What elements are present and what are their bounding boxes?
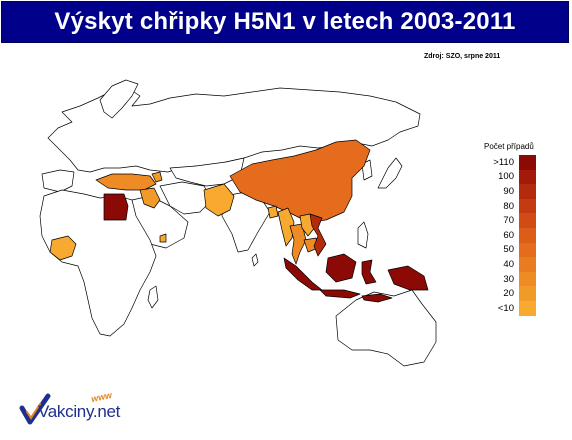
region-djibouti xyxy=(159,233,167,243)
legend-row: 70 xyxy=(480,213,560,228)
legend-label: 50 xyxy=(503,244,514,256)
source-note: Zdroj: SZO, srpne 2011 xyxy=(424,53,501,60)
japan xyxy=(377,157,403,189)
legend-swatch xyxy=(519,300,536,316)
legend: Počet případů >110 100 90 80 70 60 50 40 30 20 <10 xyxy=(480,142,560,316)
checkmark-logo-icon xyxy=(19,393,51,425)
legend-swatch xyxy=(519,286,536,301)
legend-label: 40 xyxy=(503,258,514,270)
logo-text: Vakciny.net xyxy=(38,402,121,421)
region-pakistan xyxy=(203,183,235,217)
philippines xyxy=(357,221,369,249)
legend-label: 20 xyxy=(503,288,514,300)
region-nigeria xyxy=(49,235,77,261)
legend-row: 90 xyxy=(480,184,560,199)
region-bangladesh xyxy=(267,205,279,219)
legend-swatch xyxy=(519,155,536,170)
region-china xyxy=(229,139,371,223)
legend-row: 100 xyxy=(480,169,560,185)
australia xyxy=(335,289,437,367)
region-indonesia-sulawesi xyxy=(361,259,377,285)
legend-swatch xyxy=(519,213,536,228)
page-title: Výskyt chřipky H5N1 v letech 2003-2011 xyxy=(54,8,516,35)
legend-row: >110 xyxy=(480,155,560,170)
legend-row: 80 xyxy=(480,198,560,214)
legend-swatch xyxy=(519,169,536,185)
scandinavia xyxy=(99,79,139,119)
region-egypt xyxy=(103,193,129,221)
legend-swatch xyxy=(519,242,536,258)
region-myanmar xyxy=(277,207,295,247)
region-turkey xyxy=(95,173,157,191)
central-asia xyxy=(169,157,245,187)
legend-row: 50 xyxy=(480,242,560,258)
region-indonesia-borneo xyxy=(325,253,357,283)
region-indonesia-islands xyxy=(361,293,393,303)
legend-rows: >110 100 90 80 70 60 50 40 30 20 <10 xyxy=(480,155,560,316)
legend-label: 80 xyxy=(503,200,514,212)
region-vietnam xyxy=(309,213,327,257)
iberia xyxy=(41,169,75,193)
madagascar xyxy=(147,285,159,309)
legend-row: 30 xyxy=(480,271,560,287)
legend-row: 20 xyxy=(480,286,560,301)
region-azerbaijan xyxy=(151,171,163,183)
legend-title: Počet případů xyxy=(484,142,534,151)
legend-row: 60 xyxy=(480,227,560,243)
legend-swatch xyxy=(519,198,536,214)
region-iraq xyxy=(139,187,161,209)
legend-swatch xyxy=(519,227,536,243)
legend-label: >110 xyxy=(493,156,514,168)
sri-lanka xyxy=(251,253,259,267)
legend-label: 70 xyxy=(503,215,514,227)
legend-label: <10 xyxy=(497,302,514,314)
logo: www Vakciny.net xyxy=(18,390,158,432)
legend-swatch xyxy=(519,184,536,199)
legend-swatch xyxy=(519,271,536,287)
legend-label: 60 xyxy=(503,229,514,241)
region-indonesia-sumatra xyxy=(283,257,323,291)
region-indonesia-java xyxy=(319,289,361,299)
legend-row: 40 xyxy=(480,257,560,272)
legend-row: <10 xyxy=(480,300,560,316)
legend-label: 90 xyxy=(503,185,514,197)
legend-label: 100 xyxy=(498,171,514,183)
legend-swatch xyxy=(519,257,536,272)
title-bar: Výskyt chřipky H5N1 v letech 2003-2011 xyxy=(1,1,569,43)
legend-label: 30 xyxy=(503,273,514,285)
region-indonesia-papua xyxy=(387,265,429,291)
